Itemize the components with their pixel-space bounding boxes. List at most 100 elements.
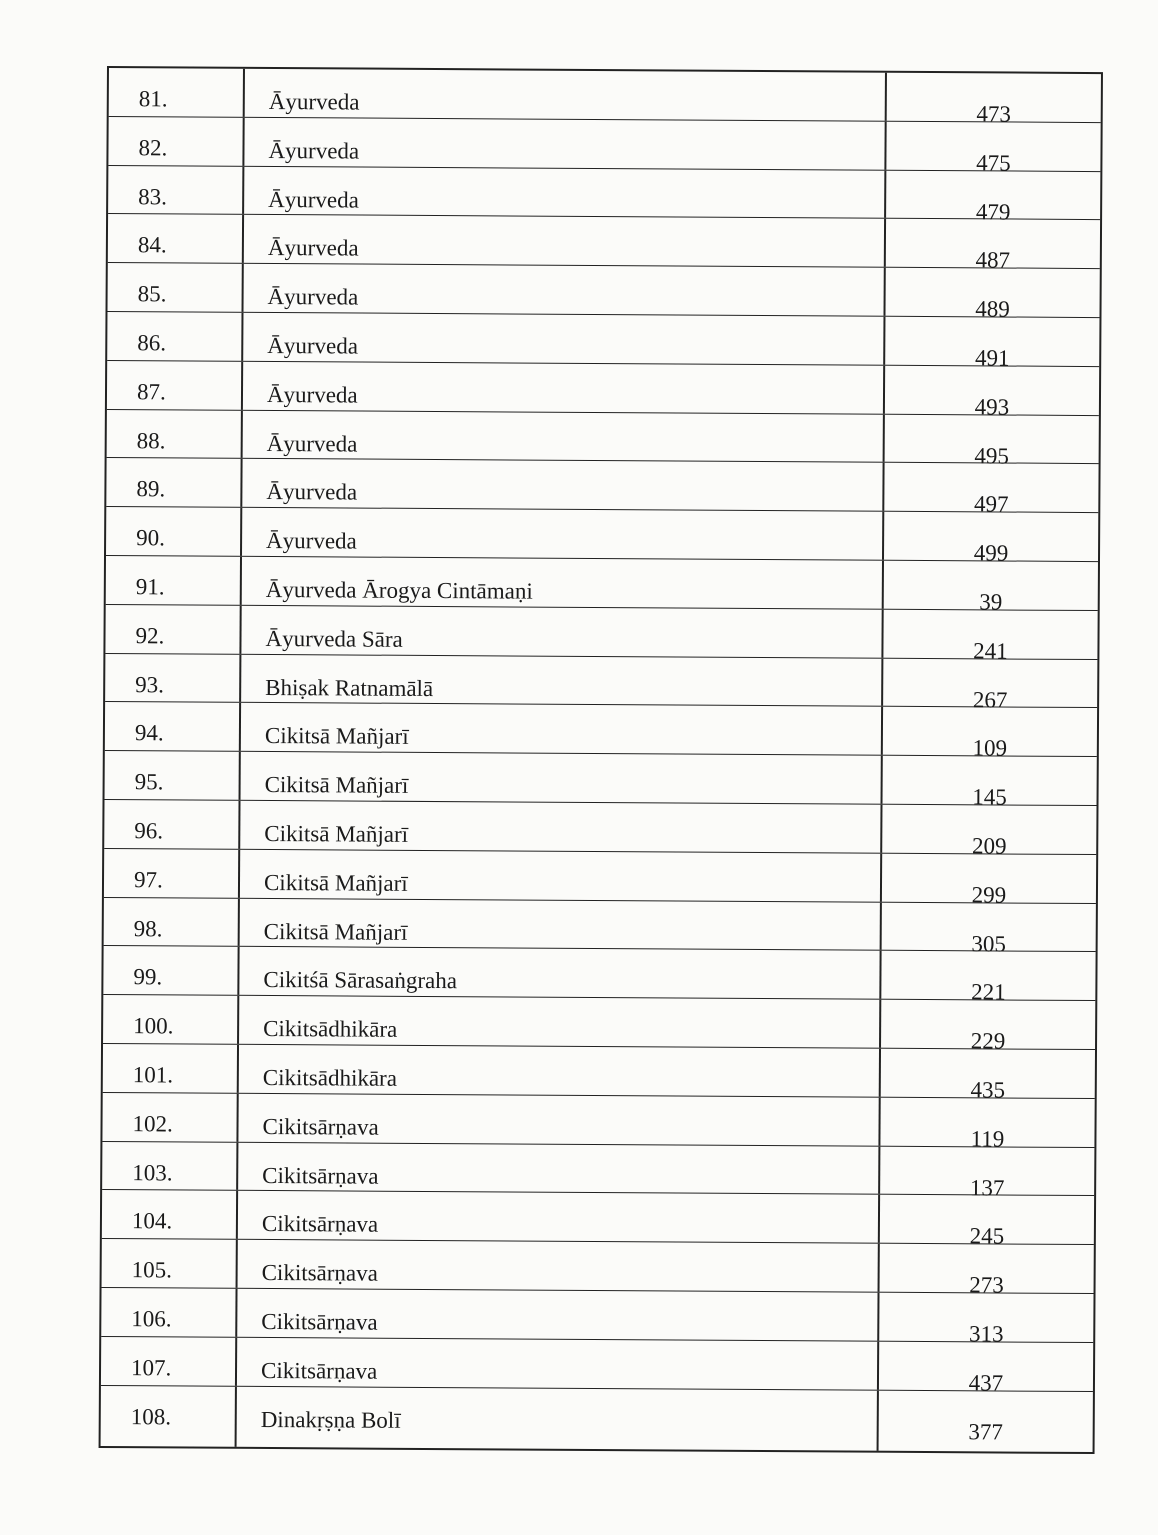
row-number: 107. bbox=[100, 1336, 238, 1386]
text-title: Āyurveda bbox=[243, 312, 886, 365]
page-number: 221 bbox=[971, 979, 1006, 1005]
text-title: Āyurveda Ārogya Cintāmaṇi bbox=[241, 556, 884, 609]
row-number: 83. bbox=[108, 165, 245, 215]
text-title: Cikitsārṇava bbox=[237, 1191, 881, 1243]
text-title: Cikitsā Mañjarī bbox=[240, 703, 884, 755]
row-number: 91. bbox=[105, 555, 243, 605]
table-row: 108. Dinakṛṣṇa Bolī 377 bbox=[100, 1385, 1093, 1452]
table-row: 82. Āyurveda 475 bbox=[108, 116, 1101, 176]
page-number: 137 bbox=[969, 1174, 1005, 1201]
table-row: 88. Āyurveda 495 bbox=[106, 409, 1099, 469]
page-number: 229 bbox=[970, 1028, 1006, 1054]
text-title: Cikitsārṇava bbox=[238, 1142, 881, 1195]
text-title: Āyurveda bbox=[244, 68, 887, 121]
row-number: 87. bbox=[106, 360, 244, 410]
page-number: 305 bbox=[971, 930, 1006, 957]
page-number: 495 bbox=[974, 442, 1009, 469]
table-row: 105. Cikitsārṇava 273 bbox=[101, 1239, 1094, 1298]
text-title: Cikitsā Mañjarī bbox=[239, 849, 883, 902]
text-title: Bhiṣak Ratnamālā bbox=[241, 654, 884, 707]
row-number: 97. bbox=[103, 848, 241, 898]
table-row: 97. Cikitsā Mañjarī 299 bbox=[103, 848, 1097, 907]
reference-table: 81. Āyurveda 473 82. Āyurveda 475 83. Āyurveda 4… bbox=[98, 66, 1103, 1454]
text-title: Cikitsā Mañjarī bbox=[240, 800, 883, 853]
text-title: Cikitśā Sārasaṅgraha bbox=[239, 947, 882, 999]
page-number: 313 bbox=[968, 1321, 1004, 1347]
table-row: 99. Cikitśā Sārasaṅgraha 221 bbox=[103, 946, 1096, 1005]
row-number: 86. bbox=[107, 311, 244, 361]
page-number: 499 bbox=[973, 540, 1009, 566]
row-number: 88. bbox=[106, 409, 243, 459]
table-row: 107. Cikitsārṇava 437 bbox=[100, 1336, 1094, 1396]
text-title: Āyurveda bbox=[242, 459, 885, 511]
page-number: 377 bbox=[968, 1418, 1004, 1445]
table-row: 104. Cikitsārṇava 245 bbox=[101, 1190, 1095, 1249]
table-row: 94. Cikitsā Mañjarī 109 bbox=[104, 702, 1098, 761]
page-number: 435 bbox=[970, 1077, 1006, 1103]
page-number: 39 bbox=[979, 589, 1003, 615]
text-title: Cikitsārṇava bbox=[238, 1093, 881, 1146]
page-number: 119 bbox=[970, 1126, 1005, 1152]
table-row: 103. Cikitsārṇava 137 bbox=[102, 1141, 1095, 1201]
page-number: 487 bbox=[975, 247, 1011, 273]
text-title: Āyurveda bbox=[243, 264, 886, 316]
table-row: 92. Āyurveda Sāra 241 bbox=[105, 604, 1098, 664]
row-number: 101. bbox=[102, 1043, 240, 1093]
text-title: Āyurveda bbox=[244, 166, 887, 219]
table-row: 102. Cikitsārṇava 119 bbox=[102, 1092, 1095, 1152]
page-number: 489 bbox=[975, 296, 1010, 322]
table-row: 91. Āyurveda Ārogya Cintāmaṇi 39 bbox=[105, 555, 1098, 615]
table-row: 83. Āyurveda 479 bbox=[108, 165, 1101, 225]
table-row: 86. Āyurveda 491 bbox=[107, 311, 1100, 371]
row-number: 82. bbox=[108, 116, 245, 166]
row-number: 96. bbox=[104, 799, 241, 849]
table-row: 89. Āyurveda 497 bbox=[106, 458, 1099, 517]
page-number: 267 bbox=[972, 686, 1008, 713]
row-number: 94. bbox=[104, 702, 242, 751]
row-number: 81. bbox=[108, 68, 245, 117]
table-row: 84. Āyurveda 487 bbox=[107, 214, 1101, 273]
row-number: 89. bbox=[106, 458, 243, 508]
row-number: 103. bbox=[102, 1141, 239, 1191]
text-title: Āyurveda Sāra bbox=[241, 605, 884, 658]
table-row: 93. Bhiṣak Ratnamālā 267 bbox=[105, 653, 1098, 713]
table-row: 90. Āyurveda 499 bbox=[106, 507, 1099, 566]
text-title: Āyurveda bbox=[242, 410, 885, 463]
row-number: 95. bbox=[104, 751, 241, 800]
page-number: 491 bbox=[974, 345, 1010, 371]
text-title: Cikitsārṇava bbox=[237, 1239, 880, 1292]
text-title: Cikitsā Mañjarī bbox=[240, 751, 883, 804]
text-title: Cikitsārṇava bbox=[237, 1288, 880, 1341]
page-number: 497 bbox=[974, 491, 1009, 517]
page-number: 493 bbox=[974, 394, 1010, 420]
text-title: Cikitsādhikāra bbox=[238, 1044, 882, 1097]
text-title: Cikitsārṇava bbox=[236, 1337, 880, 1390]
row-number: 106. bbox=[101, 1287, 238, 1337]
table-row: 95. Cikitsā Mañjarī 145 bbox=[104, 751, 1097, 810]
page-number: 145 bbox=[972, 784, 1007, 810]
text-title: Āyurveda bbox=[242, 361, 886, 414]
table-row: 100. Cikitsādhikāra 229 bbox=[103, 995, 1096, 1054]
text-title: Āyurveda bbox=[242, 508, 885, 560]
row-number: 93. bbox=[105, 653, 242, 703]
row-number: 102. bbox=[102, 1092, 239, 1142]
table-row: 101. Cikitsādhikāra 435 bbox=[102, 1043, 1096, 1103]
text-title: Āyurveda bbox=[243, 215, 887, 267]
row-number: 90. bbox=[106, 507, 243, 556]
row-number: 99. bbox=[103, 946, 240, 995]
table-row: 98. Cikitsā Mañjarī 305 bbox=[103, 897, 1096, 957]
page-number: 241 bbox=[973, 638, 1008, 664]
page-number: 245 bbox=[969, 1223, 1005, 1249]
row-number: 85. bbox=[107, 263, 244, 312]
table-row: 81. Āyurveda 473 bbox=[108, 68, 1101, 127]
row-number: 105. bbox=[101, 1239, 238, 1288]
text-title: Āyurveda bbox=[244, 117, 887, 170]
row-number: 98. bbox=[103, 897, 240, 947]
text-title: Cikitsā Mañjarī bbox=[239, 898, 882, 951]
page-number: 479 bbox=[975, 198, 1011, 225]
table-row: 96. Cikitsā Mañjarī 209 bbox=[104, 799, 1097, 858]
page-number: 475 bbox=[976, 150, 1011, 176]
row-number: 100. bbox=[103, 995, 240, 1044]
page-number: 437 bbox=[968, 1370, 1004, 1396]
page-number: 473 bbox=[976, 101, 1012, 127]
